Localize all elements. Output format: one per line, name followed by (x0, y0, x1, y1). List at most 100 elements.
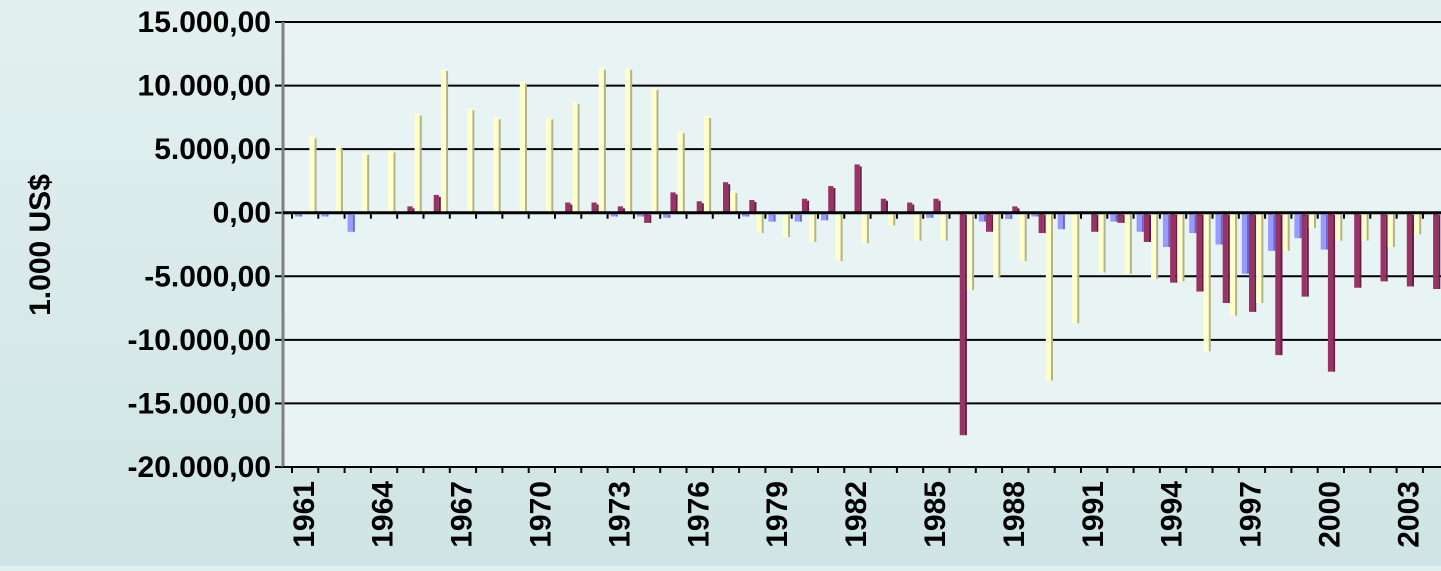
bar (362, 152, 368, 213)
bar (1031, 212, 1037, 217)
bar-shade (919, 214, 922, 241)
bar (723, 182, 729, 213)
bar (335, 146, 341, 213)
bar (880, 198, 886, 213)
y-tick-label: -15.000,00 (128, 387, 271, 420)
bar-shade (709, 118, 712, 213)
bar-shade (1325, 214, 1328, 250)
bar-shade (833, 188, 836, 213)
bar-shade (1129, 214, 1132, 274)
bar (1222, 212, 1228, 303)
bar (730, 191, 736, 213)
bar (1189, 212, 1195, 234)
x-tick-label: 1982 (840, 481, 873, 548)
bar-shade (773, 214, 776, 222)
bar (1005, 212, 1011, 220)
bar-shade (1201, 214, 1204, 292)
bar-shade (1156, 214, 1159, 279)
bar-shade (1168, 214, 1171, 248)
y-tick-label: 10.000,00 (138, 70, 271, 103)
bar (407, 206, 413, 213)
x-tick-label: 1997 (1235, 481, 1268, 548)
bar (467, 108, 473, 213)
bar-shade (551, 119, 554, 213)
bar (907, 202, 913, 213)
bar (1308, 212, 1314, 228)
bar-shade (893, 214, 896, 226)
bar-shade (525, 83, 527, 213)
bar-shade (668, 214, 671, 218)
bar (1196, 212, 1202, 292)
bar (888, 212, 894, 226)
bar (809, 212, 815, 242)
bar (914, 212, 920, 241)
bar-shade (912, 204, 915, 213)
bar (1045, 212, 1051, 381)
bar-shade (761, 214, 764, 234)
bar (1354, 212, 1360, 288)
bar-shade (446, 71, 449, 213)
bar-shade (1077, 214, 1080, 324)
bar (670, 192, 676, 213)
bar-shade (1175, 214, 1178, 283)
bar-shade (438, 196, 441, 213)
bar-shade (326, 214, 329, 217)
bar (1268, 212, 1274, 251)
plot-area (283, 22, 1441, 467)
bar (1177, 212, 1183, 282)
bar-shade (1392, 214, 1395, 248)
bar-shade (1194, 214, 1197, 234)
bar-shade (964, 214, 967, 436)
bar-shade (675, 194, 678, 213)
bar (295, 212, 301, 217)
bar-shade (577, 104, 580, 213)
bar (1335, 212, 1341, 241)
bar-shade (747, 214, 750, 217)
bar (1215, 212, 1221, 245)
bar (1387, 212, 1393, 248)
x-tick-label: 1970 (525, 481, 558, 548)
bar-shade (814, 214, 817, 242)
bar (1170, 212, 1176, 283)
bar-shade (859, 166, 862, 213)
bar (591, 202, 597, 213)
bar (1241, 212, 1247, 274)
bar (414, 113, 420, 213)
bar-shade (945, 214, 948, 241)
gridlines (283, 21, 1441, 468)
bar-shade (1314, 214, 1316, 228)
bar (1143, 212, 1149, 242)
bar (1294, 212, 1300, 239)
bar-shade (1043, 214, 1046, 234)
bar (1282, 212, 1288, 251)
bar (546, 117, 552, 213)
bar-shade (472, 110, 475, 213)
bar-shade (1235, 214, 1238, 316)
bar-shade (1419, 214, 1422, 235)
bar-shade (1254, 214, 1257, 312)
bar-shade (1299, 214, 1302, 239)
bar (677, 131, 683, 213)
x-tick-label: 1967 (446, 481, 479, 548)
bar (940, 212, 946, 241)
y-tick-label: -20.000,00 (128, 451, 271, 484)
bar (1320, 212, 1326, 250)
bar-shade (866, 214, 869, 244)
bar (821, 212, 827, 221)
bar (1249, 212, 1255, 312)
bar-shade (1261, 214, 1264, 303)
bar (617, 206, 623, 213)
bar (1275, 212, 1281, 356)
bar (440, 69, 447, 213)
bar-shade (826, 214, 829, 221)
bar (749, 200, 755, 213)
bar-shade (1010, 214, 1013, 220)
bar-shade (1062, 214, 1065, 230)
bar (1019, 212, 1025, 262)
bar (933, 198, 939, 213)
y-tick-label: -10.000,00 (128, 324, 271, 357)
bar (828, 186, 834, 213)
y-tick-label: -5.000,00 (144, 260, 271, 293)
bar (1361, 212, 1367, 241)
bar-shade (1340, 214, 1343, 241)
